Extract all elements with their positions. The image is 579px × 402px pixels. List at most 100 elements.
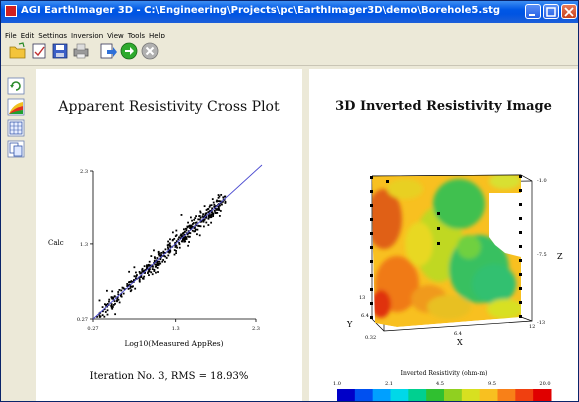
data-point [154,257,156,260]
data-point [110,304,113,307]
data-point [208,206,211,208]
data-point [126,283,129,285]
image3d-title: 3D Inverted Resistivity Image [335,99,552,114]
colorbar-swatch [337,389,356,401]
data-point [114,313,117,316]
app-icon[interactable] [5,5,17,17]
run-document-icon[interactable] [99,42,117,60]
y-axis-label: Calc [48,239,64,247]
data-point [181,240,184,243]
color-map-icon[interactable] [7,98,25,116]
data-point [212,213,215,216]
data-point [174,244,176,246]
data-point [184,238,186,241]
data-point [168,251,171,254]
data-point [153,270,156,272]
data-point [153,256,156,259]
data-point [164,255,167,258]
menu-tools[interactable]: Tools [127,32,146,40]
data-point [106,313,109,316]
menu-file[interactable]: File [5,32,17,40]
data-point [103,315,106,318]
minimize-button[interactable] [525,4,541,19]
data-point [212,215,215,218]
menu-view[interactable]: View [107,32,124,40]
print-icon[interactable] [72,42,90,60]
data-point [211,211,213,213]
data-point [103,303,106,306]
data-point [121,286,124,289]
data-point [146,264,149,267]
data-point [191,219,193,222]
data-point [222,196,225,199]
data-point [116,297,119,300]
data-point [211,207,214,210]
data-point [188,224,191,227]
data-point [199,216,202,219]
data-point [133,279,135,282]
data-point [151,268,154,270]
data-point [218,195,221,198]
colorbar-swatch [497,389,516,401]
data-point [190,224,193,227]
data-point [179,234,182,237]
menu-inversion[interactable]: Inversion [71,32,104,40]
grid-table-icon[interactable] [7,119,25,137]
data-point [216,199,218,202]
data-point [110,296,113,299]
iteration-status: Iteration No. 3, RMS = 18.93% [90,371,249,382]
menu-settings[interactable]: Settings [38,32,67,40]
data-point [201,215,204,218]
data-point [198,215,201,218]
data-point [135,271,137,274]
save-disk-icon[interactable] [51,42,69,60]
data-point [147,264,150,267]
data-point [192,222,195,224]
data-point [113,300,116,303]
data-point [147,270,150,273]
data-point [103,308,106,311]
data-point [197,224,200,227]
open-folder-icon[interactable] [9,42,27,60]
x-tick-label: 1.3 [172,326,180,332]
data-point [111,297,114,300]
data-point [140,275,143,277]
data-point [166,244,169,247]
data-point [187,225,190,228]
close-button[interactable] [561,4,577,19]
data-point [143,275,146,278]
data-point [134,287,137,290]
data-point [131,285,134,288]
data-point [130,280,133,283]
data-point [215,200,218,203]
data-point [190,227,192,230]
menu-edit[interactable]: Edit [20,32,35,40]
volume-front-edges [371,174,522,177]
go-arrow-icon[interactable] [120,42,138,60]
data-point [207,215,210,217]
stop-icon[interactable] [141,42,159,60]
title-bar[interactable]: AGI EarthImager 3D - C:\Engineering\Proj… [1,1,578,23]
data-point [162,251,165,254]
data-point [184,227,187,230]
data-point [210,204,213,207]
colorbar-swatch [408,389,427,401]
menu-help[interactable]: Help [149,32,165,40]
edit-document-icon[interactable] [30,42,48,60]
refresh-icon[interactable] [7,77,25,95]
copy-pages-icon[interactable] [7,140,25,158]
y-axis-label: Y [346,320,353,329]
data-point [157,250,160,253]
data-point [142,270,145,273]
data-point [108,300,110,303]
colorbar-swatch [372,389,391,401]
data-point [214,212,217,214]
crossplot-points [96,193,227,318]
data-point [117,298,120,301]
data-point [184,235,187,238]
data-point [164,248,167,251]
data-point [111,306,114,308]
data-point [205,216,208,219]
maximize-button[interactable] [543,4,559,19]
data-point [182,228,185,231]
